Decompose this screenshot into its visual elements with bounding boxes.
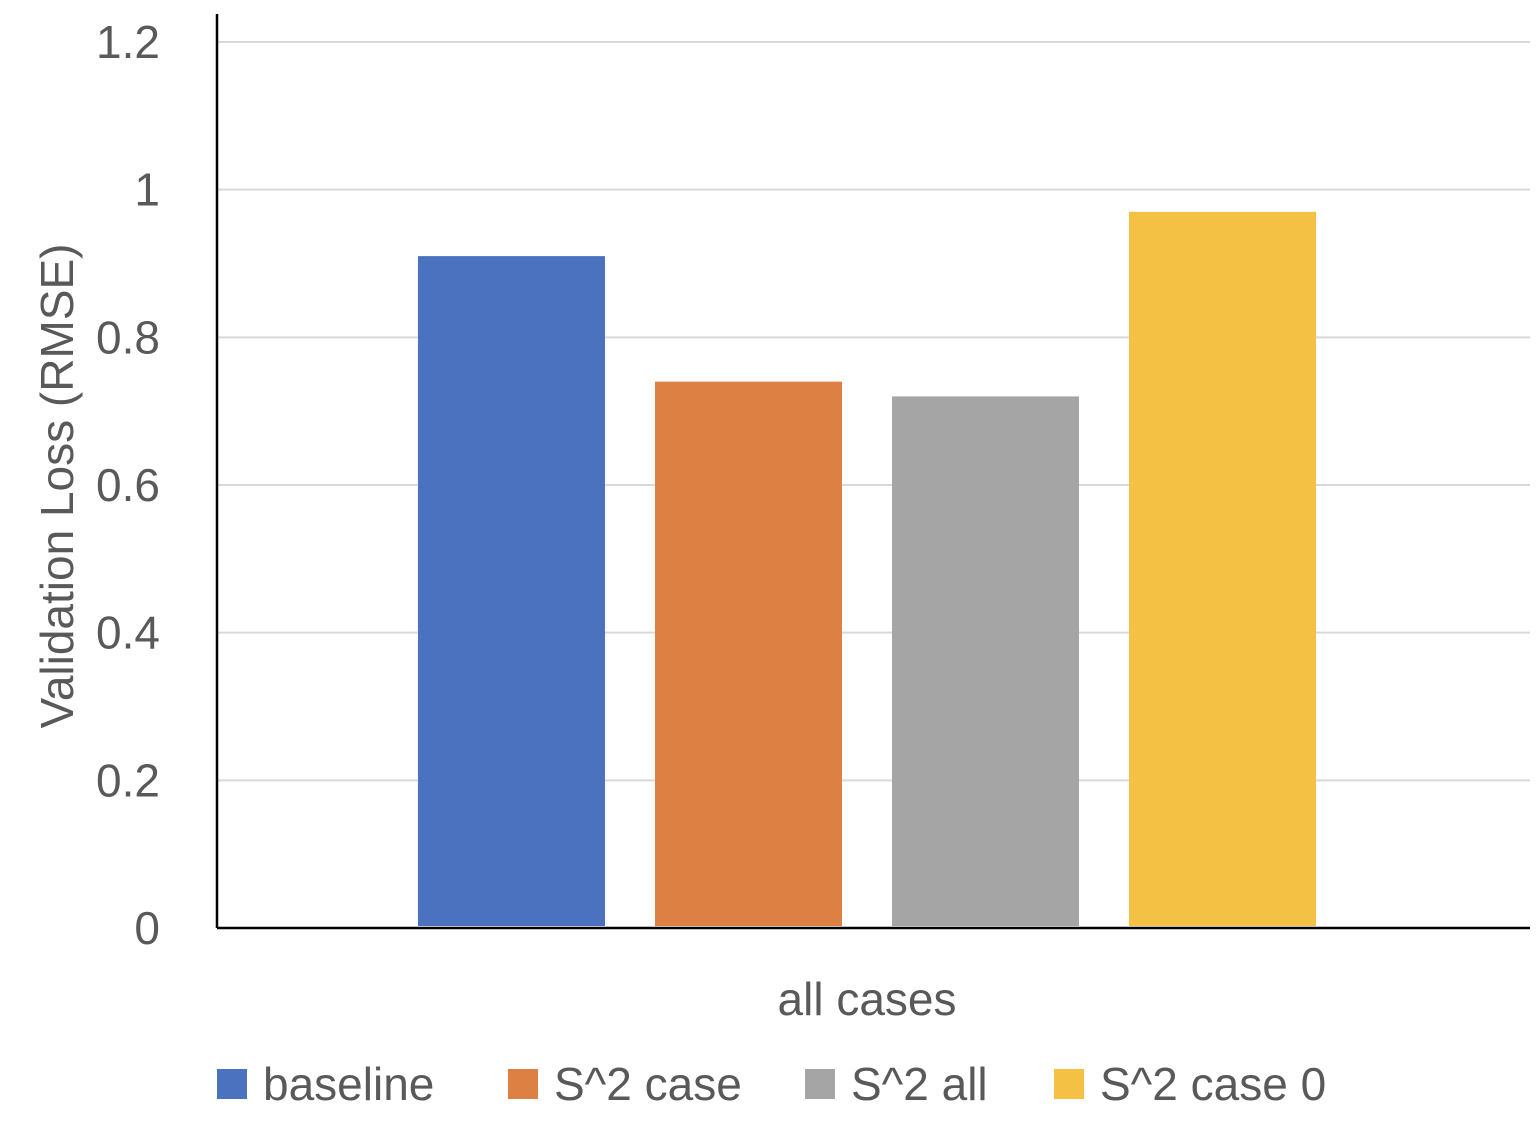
bar-s-2-case [655,381,842,927]
category-labels: all cases [778,973,957,1025]
legend-swatch [805,1069,835,1099]
y-tick-label: 1 [134,164,160,216]
legend-item: baseline [217,1058,434,1110]
legend-item: S^2 case 0 [1054,1058,1326,1110]
bar-s-2-case-0 [1129,211,1316,927]
bars [418,211,1316,927]
bar-s-2-all [892,396,1079,926]
legend-swatch [508,1069,538,1099]
y-tick-label: 0.6 [96,459,160,511]
legend-item: S^2 case [508,1058,742,1110]
legend-label: S^2 case [554,1058,742,1110]
legend-swatch [217,1069,247,1099]
y-tick-label: 0.8 [96,311,160,363]
y-axis-title: Validation Loss (RMSE) [31,244,83,729]
legend: baseline S^2 case S^2 all S^2 case 0 [217,1058,1326,1110]
y-tick-label: 0.4 [96,607,160,659]
legend-swatch [1054,1069,1084,1099]
axes [215,14,1530,930]
y-tick-label: 1.2 [96,16,160,68]
legend-label: S^2 case 0 [1100,1058,1326,1110]
legend-label: S^2 all [851,1058,988,1110]
gridlines [217,41,1530,782]
bar-baseline [418,256,605,926]
legend-item: S^2 all [805,1058,988,1110]
category-label: all cases [778,973,957,1025]
y-tick-label: 0.2 [96,754,160,806]
y-tick-labels: 0 0.2 0.4 0.6 0.8 1 1.2 [96,16,160,954]
y-tick-label: 0 [134,902,160,954]
legend-label: baseline [263,1058,434,1110]
